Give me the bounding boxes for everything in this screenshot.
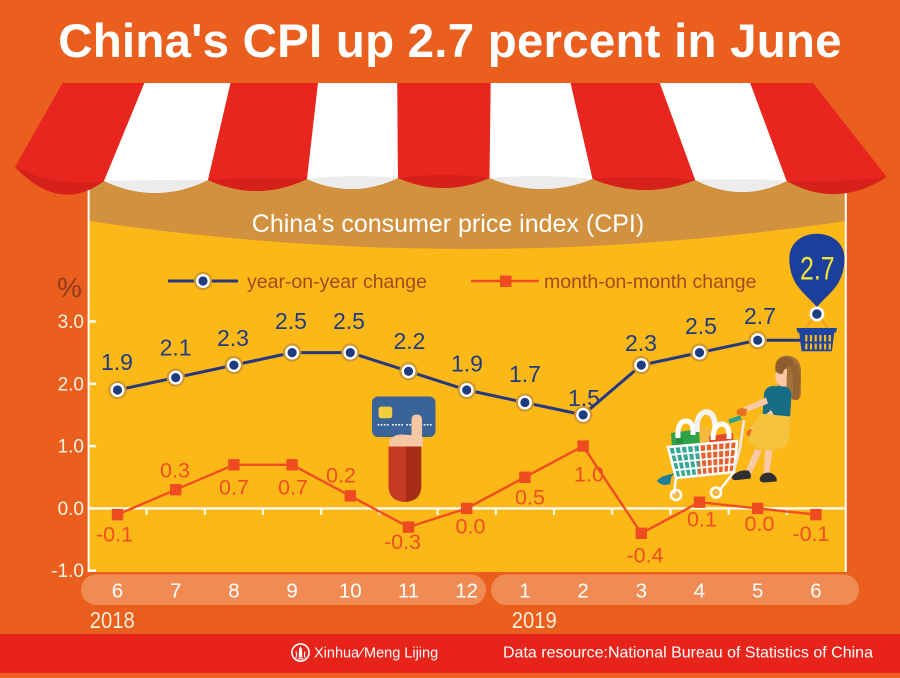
svg-text:0.3: 0.3 <box>160 459 190 483</box>
svg-text:0.1: 0.1 <box>687 508 717 532</box>
svg-text:1.0: 1.0 <box>58 437 84 458</box>
svg-text:2.5: 2.5 <box>333 308 365 334</box>
svg-text:0.5: 0.5 <box>515 486 545 510</box>
svg-text:Data resource:National Bureau: Data resource:National Bureau of Statist… <box>503 645 873 662</box>
svg-text:3.0: 3.0 <box>58 312 84 333</box>
svg-text:6: 6 <box>810 580 821 603</box>
svg-text:7: 7 <box>170 580 181 603</box>
svg-text:2.7: 2.7 <box>744 303 776 329</box>
svg-text:month-on-month change: month-on-month change <box>544 271 756 293</box>
svg-text:Xinhua ∕ Meng Lijing: Xinhua ∕ Meng Lijing <box>314 646 438 662</box>
svg-text:6: 6 <box>112 580 123 603</box>
svg-text:1: 1 <box>519 580 530 603</box>
svg-text:1.9: 1.9 <box>101 349 133 375</box>
svg-text:-0.1: -0.1 <box>96 523 133 547</box>
svg-text:%: % <box>57 272 82 303</box>
svg-text:-1.0: -1.0 <box>51 561 84 582</box>
svg-text:5: 5 <box>752 580 763 603</box>
svg-text:1.5: 1.5 <box>568 385 600 411</box>
svg-text:1.7: 1.7 <box>509 361 541 387</box>
svg-text:2: 2 <box>577 580 588 603</box>
svg-text:2.3: 2.3 <box>217 325 249 351</box>
svg-text:2018: 2018 <box>90 607 135 634</box>
svg-text:-0.1: -0.1 <box>792 522 829 546</box>
svg-text:year-on-year change: year-on-year change <box>247 271 427 293</box>
svg-text:0.7: 0.7 <box>278 476 308 500</box>
svg-text:0.0: 0.0 <box>456 515 486 539</box>
svg-text:2.1: 2.1 <box>160 335 192 361</box>
svg-text:2.5: 2.5 <box>275 308 307 334</box>
svg-text:4: 4 <box>694 580 705 603</box>
svg-text:8: 8 <box>228 580 239 603</box>
svg-text:China's consumer price index (: China's consumer price index (CPI) <box>252 210 644 238</box>
svg-text:1.9: 1.9 <box>451 351 483 377</box>
svg-text:China's CPI up 2.7 percent in: China's CPI up 2.7 percent in June <box>58 15 842 68</box>
svg-text:11: 11 <box>398 580 419 603</box>
svg-text:2.3: 2.3 <box>625 330 657 356</box>
svg-text:2.7: 2.7 <box>800 252 835 288</box>
svg-text:0.0: 0.0 <box>58 499 84 520</box>
svg-text:-0.4: -0.4 <box>626 544 663 568</box>
svg-text:3: 3 <box>636 580 647 603</box>
svg-text:2019: 2019 <box>512 607 557 634</box>
svg-text:0.0: 0.0 <box>745 512 775 536</box>
svg-text:0.2: 0.2 <box>326 464 356 488</box>
svg-text:9: 9 <box>286 580 297 603</box>
svg-text:2.2: 2.2 <box>394 328 426 354</box>
svg-text:2.0: 2.0 <box>58 374 84 395</box>
svg-text:2.5: 2.5 <box>685 313 717 339</box>
svg-text:12: 12 <box>455 580 478 603</box>
svg-text:-0.3: -0.3 <box>384 530 421 554</box>
svg-text:1.0: 1.0 <box>574 463 604 487</box>
svg-text:10: 10 <box>339 580 362 603</box>
svg-text:0.7: 0.7 <box>219 476 249 500</box>
